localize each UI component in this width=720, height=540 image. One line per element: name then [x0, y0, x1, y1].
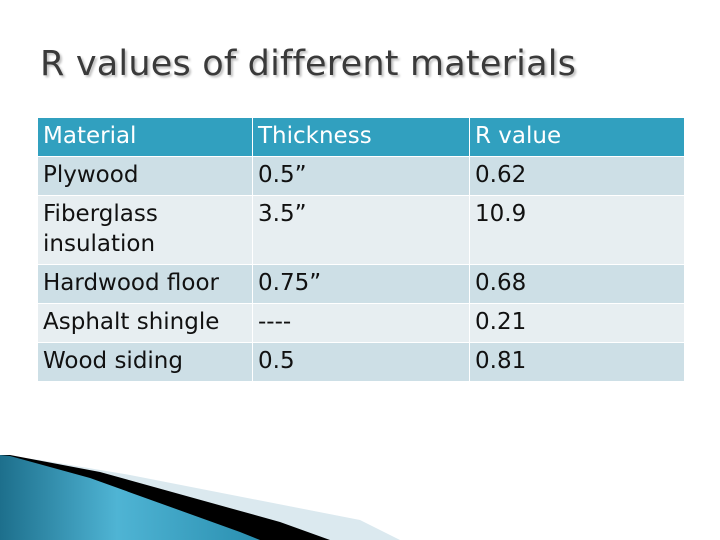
table-row: Fiberglass insulation 3.5” 10.9 — [37, 195, 685, 265]
table-header-row: Material Thickness R value — [37, 117, 685, 157]
cell-thickness: ---- — [252, 303, 470, 343]
header-r-value: R value — [469, 117, 685, 157]
cell-thickness: 0.5” — [252, 156, 470, 196]
cell-r-value: 0.81 — [469, 342, 685, 382]
cell-material: Fiberglass insulation — [37, 195, 253, 265]
header-thickness: Thickness — [252, 117, 470, 157]
cell-thickness: 0.75” — [252, 264, 470, 304]
cell-material: Hardwood floor — [37, 264, 253, 304]
cell-material: Wood siding — [37, 342, 253, 382]
slide-title: R values of different materials — [40, 44, 577, 84]
table-row: Hardwood floor 0.75” 0.68 — [37, 264, 685, 304]
r-values-table: Material Thickness R value Plywood 0.5” … — [37, 117, 685, 382]
cell-r-value: 10.9 — [469, 195, 685, 265]
table-row: Asphalt shingle ---- 0.21 — [37, 303, 685, 343]
table-row: Wood siding 0.5 0.81 — [37, 342, 685, 382]
cell-material: Plywood — [37, 156, 253, 196]
cell-r-value: 0.68 — [469, 264, 685, 304]
cell-material: Asphalt shingle — [37, 303, 253, 343]
cell-r-value: 0.62 — [469, 156, 685, 196]
table-row: Plywood 0.5” 0.62 — [37, 156, 685, 196]
cell-thickness: 0.5 — [252, 342, 470, 382]
cell-thickness: 3.5” — [252, 195, 470, 265]
cell-r-value: 0.21 — [469, 303, 685, 343]
header-material: Material — [37, 117, 253, 157]
